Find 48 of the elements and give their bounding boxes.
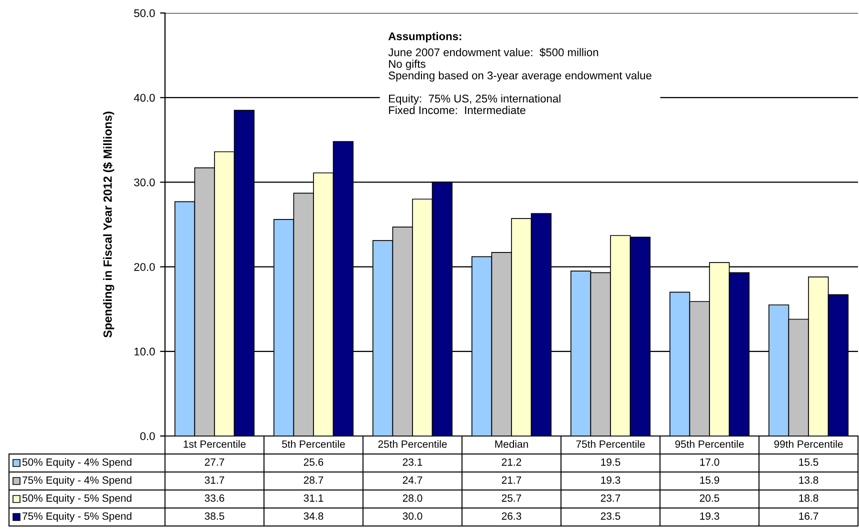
- data-label: 27.7: [204, 458, 224, 466]
- data-label: 28.7: [304, 476, 324, 484]
- data-label: 23.7: [600, 494, 620, 502]
- x-tick-label: 99th Percentile: [774, 440, 843, 448]
- data-label: 19.3: [601, 476, 620, 484]
- data-label: 21.7: [502, 476, 522, 484]
- data-label: 20.5: [700, 494, 720, 502]
- data-label: 26.3: [502, 512, 522, 520]
- annotation: June 2007 endowment value: $500 million No gifts Spending based on 3-year average endowment value Equity: 75% US, 25% international Fixed Income: Intermediate: [388, 48, 652, 114]
- y-tick-label: 40.0: [134, 94, 155, 102]
- data-label: 31.1: [304, 494, 324, 502]
- legend-label: 50% Equity - 5% Spend: [22, 494, 132, 504]
- y-tick-label: 0.0: [140, 432, 155, 440]
- legend-label: 75% Equity - 4% Spend: [22, 476, 132, 486]
- y-tick-label: 20.0: [134, 263, 155, 271]
- x-tick-label: Median: [495, 440, 528, 448]
- data-label: 19.3: [700, 512, 720, 520]
- data-label: 30.0: [402, 512, 422, 520]
- data-label: 15.5: [799, 458, 818, 466]
- x-tick-label: 5th Percentile: [282, 440, 345, 448]
- data-label: 18.8: [799, 494, 818, 502]
- y-tick-label: 10.0: [134, 348, 155, 356]
- data-label: 19.5: [601, 458, 620, 466]
- data-label: 31.7: [204, 476, 224, 484]
- data-label: 13.8: [799, 476, 818, 484]
- data-label: 25.7: [502, 494, 522, 502]
- data-label: 17.0: [700, 458, 720, 466]
- data-label: 24.7: [402, 476, 422, 484]
- data-label: 23.1: [402, 458, 422, 466]
- legend-label: 75% Equity - 5% Spend: [22, 512, 132, 522]
- x-tick-label: 25th Percentile: [378, 440, 447, 448]
- data-label: 15.9: [700, 476, 720, 484]
- data-label: 28.0: [402, 494, 422, 502]
- y-tick-label: 50.0: [134, 9, 155, 18]
- data-label: 23.5: [600, 512, 620, 520]
- data-label: 34.8: [304, 512, 324, 520]
- data-label: 21.2: [502, 458, 522, 466]
- y-axis-title: Spending in Fiscal Year 2012 ($ Millions): [102, 112, 114, 338]
- annotation: Assumptions:: [388, 32, 462, 42]
- data-label: 33.6: [204, 494, 224, 502]
- x-tick-label: 75th Percentile: [576, 440, 645, 448]
- x-tick-label: 95th Percentile: [675, 440, 744, 448]
- y-tick-label: 30.0: [134, 178, 155, 186]
- data-label: 16.7: [799, 512, 818, 520]
- data-label: 25.6: [304, 458, 324, 466]
- x-tick-label: 1st Percentile: [184, 440, 246, 448]
- data-label: 38.5: [204, 512, 224, 520]
- legend-label: 50% Equity - 4% Spend: [22, 458, 132, 468]
